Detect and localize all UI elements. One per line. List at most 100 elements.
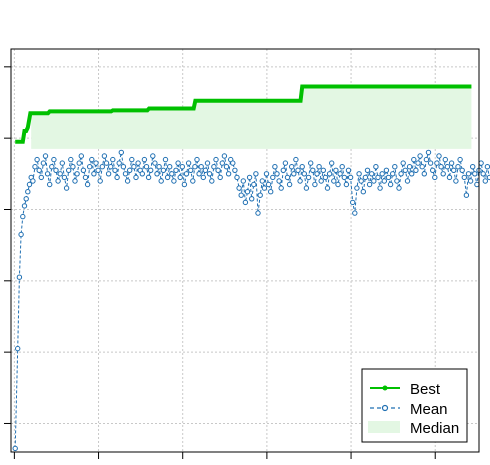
mean-point-169 [364,167,371,174]
mean-point-8 [26,181,33,188]
mean-point-90 [198,164,204,170]
legend: Best Mean Median [361,368,468,443]
mean-point-114 [249,196,255,202]
mean-point-108 [236,185,242,191]
mean-point-210 [451,167,457,174]
mean-point-47 [108,164,114,170]
mean-point-122 [265,181,272,188]
mean-point-26 [63,185,70,191]
legend-best-label: Best [410,381,441,398]
mean-point-190 [409,171,415,177]
mean-point-52 [118,149,125,156]
mean-point-55 [124,178,131,184]
mean-point-5 [21,203,28,209]
mean-point-29 [70,164,76,170]
mean-point-71 [158,178,164,184]
legend-best-marker [382,385,388,391]
mean-point-81 [179,164,186,170]
mean-point-143 [310,167,316,174]
mean-point-151 [326,171,333,177]
mean-point-17 [44,171,51,177]
mean-point-208 [446,174,453,181]
mean-point-186 [400,160,406,166]
mean-point-168 [362,174,369,181]
mean-point-189 [406,164,413,170]
mean-point-117 [255,210,261,216]
mean-point-177 [381,178,387,184]
mean-point-163 [352,210,358,216]
mean-point-134 [291,171,297,177]
mean-point-78 [173,167,179,174]
mean-point-149 [322,174,329,181]
mean-point-56 [127,167,133,174]
mean-point-116 [253,171,259,177]
mean-point-20 [51,156,57,163]
mean-point-226 [484,164,490,170]
mean-point-161 [347,174,354,181]
mean-point-38 [89,156,95,163]
mean-point-91 [200,174,207,181]
mean-point-50 [114,174,120,181]
best-series-layer [15,84,472,144]
mean-point-19 [49,164,55,170]
mean-point-13 [36,167,42,174]
mean-point-125 [272,164,278,170]
mean-point-131 [284,174,291,181]
best-line [15,84,472,144]
mean-point-206 [442,156,448,163]
mean-point-124 [270,174,276,181]
mean-point-66 [148,167,154,174]
mean-point-119 [259,178,265,184]
mean-point-24 [59,160,65,166]
mean-point-73 [162,156,169,163]
mean-point-44 [101,153,108,159]
mean-point-7 [25,189,31,195]
mean-point-57 [129,156,135,163]
mean-point-180 [387,181,394,188]
legend-mean-label: Mean [410,401,448,418]
mean-point-88 [194,156,200,163]
mean-point-100 [219,160,226,166]
mean-point-211 [453,178,459,184]
mean-point-183 [394,178,400,184]
mean-point-59 [133,174,139,181]
mean-point-202 [434,160,440,166]
mean-point-201 [432,174,438,181]
mean-point-198 [425,149,432,156]
mean-point-77 [171,178,177,184]
mean-point-144 [312,181,318,188]
mean-point-145 [314,171,320,177]
mean-point-156 [337,171,343,177]
mean-point-15 [40,160,47,166]
mean-point-135 [293,156,299,163]
mean-point-137 [297,178,303,184]
mean-point-221 [474,181,480,188]
mean-point-162 [350,199,356,206]
mean-point-84 [185,160,192,166]
mean-point-32 [76,160,82,166]
mean-point-37 [87,164,93,170]
mean-point-214 [459,167,465,174]
mean-point-150 [324,185,331,191]
mean-point-179 [385,174,392,181]
mean-point-160 [345,167,352,174]
mean-point-138 [299,164,305,170]
mean-point-62 [139,171,146,177]
mean-point-60 [135,160,141,166]
mean-point-115 [251,181,257,188]
mean-point-216 [463,192,470,198]
mean-point-70 [156,164,162,170]
mean-point-153 [331,178,337,184]
mean-point-31 [74,171,80,177]
mean-point-142 [308,160,314,166]
mean-point-187 [402,167,408,174]
mean-point-167 [360,189,366,195]
mean-point-89 [196,171,202,177]
mean-point-6 [23,196,29,202]
mean-point-97 [213,156,219,163]
mean-point-54 [122,171,129,177]
mean-point-112 [244,189,251,195]
mean-point-48 [110,156,116,163]
mean-point-85 [188,167,194,174]
mean-point-35 [82,174,89,181]
